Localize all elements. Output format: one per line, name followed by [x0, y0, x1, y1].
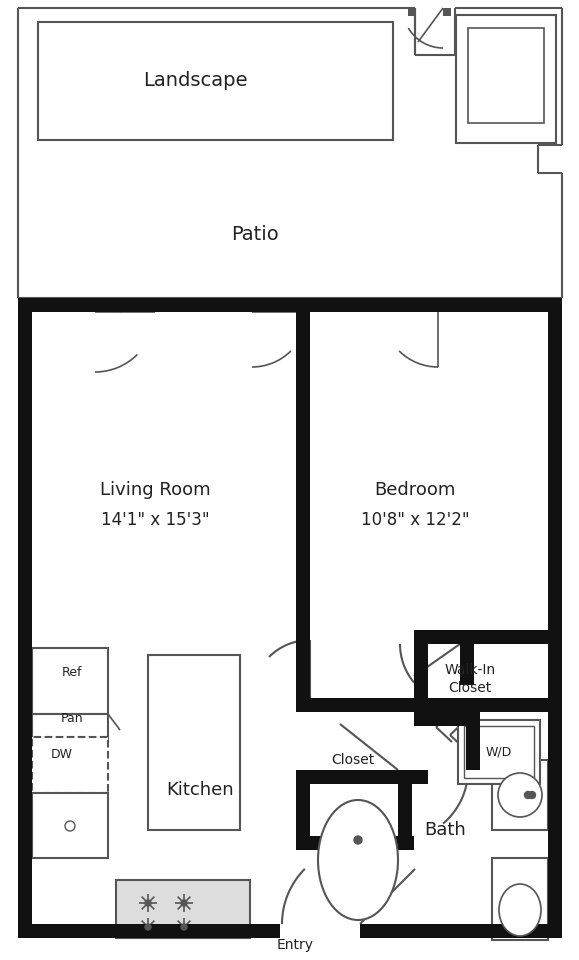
Bar: [243, 298, 251, 312]
Bar: [492, 760, 548, 830]
Circle shape: [181, 900, 187, 906]
Text: Ref: Ref: [62, 666, 82, 680]
Text: Closet: Closet: [331, 753, 375, 767]
Bar: [360, 924, 562, 938]
Bar: [456, 15, 556, 143]
Bar: [374, 298, 382, 312]
Bar: [443, 8, 451, 16]
Text: Walk-In: Walk-In: [445, 663, 496, 677]
Text: DW: DW: [51, 749, 73, 761]
Bar: [296, 770, 310, 836]
Bar: [466, 712, 480, 770]
Ellipse shape: [318, 800, 398, 920]
Bar: [32, 714, 108, 742]
Bar: [398, 770, 412, 850]
Bar: [296, 698, 548, 712]
Text: Kitchen: Kitchen: [166, 781, 234, 799]
Bar: [296, 836, 414, 850]
Bar: [548, 298, 562, 938]
Bar: [460, 630, 474, 685]
Bar: [464, 726, 534, 778]
Circle shape: [65, 821, 75, 831]
Bar: [414, 644, 428, 712]
Text: Entry: Entry: [277, 938, 313, 952]
Bar: [296, 770, 428, 784]
Text: 10'8" x 12'2": 10'8" x 12'2": [361, 511, 470, 529]
Circle shape: [354, 836, 362, 844]
Bar: [414, 630, 562, 644]
Text: Pan: Pan: [61, 711, 83, 725]
Ellipse shape: [499, 884, 541, 936]
Bar: [18, 298, 98, 312]
Bar: [438, 298, 562, 312]
Text: Landscape: Landscape: [143, 70, 247, 89]
Bar: [296, 298, 310, 312]
Text: W/D: W/D: [486, 746, 512, 758]
Bar: [492, 858, 548, 940]
Bar: [432, 298, 440, 312]
Text: Closet: Closet: [448, 681, 492, 695]
Bar: [18, 298, 32, 938]
Bar: [18, 924, 280, 938]
Bar: [32, 648, 108, 714]
Bar: [458, 720, 540, 784]
Circle shape: [529, 791, 536, 799]
Circle shape: [145, 924, 151, 930]
Text: Living Room: Living Room: [100, 481, 210, 499]
Circle shape: [181, 924, 187, 930]
Circle shape: [498, 773, 542, 817]
Circle shape: [525, 791, 532, 799]
Bar: [414, 712, 466, 726]
Text: 14'1" x 15'3": 14'1" x 15'3": [101, 511, 210, 529]
Bar: [408, 8, 416, 16]
Text: Bedroom: Bedroom: [374, 481, 456, 499]
Bar: [32, 737, 108, 793]
Text: Patio: Patio: [231, 226, 279, 245]
Bar: [38, 22, 393, 140]
Bar: [32, 793, 108, 858]
Bar: [172, 298, 252, 312]
Circle shape: [145, 900, 151, 906]
Bar: [116, 880, 250, 938]
Bar: [296, 312, 310, 702]
Bar: [18, 298, 562, 312]
Text: Bath: Bath: [424, 821, 466, 839]
Bar: [95, 298, 103, 312]
Bar: [148, 655, 240, 830]
Bar: [468, 28, 544, 123]
